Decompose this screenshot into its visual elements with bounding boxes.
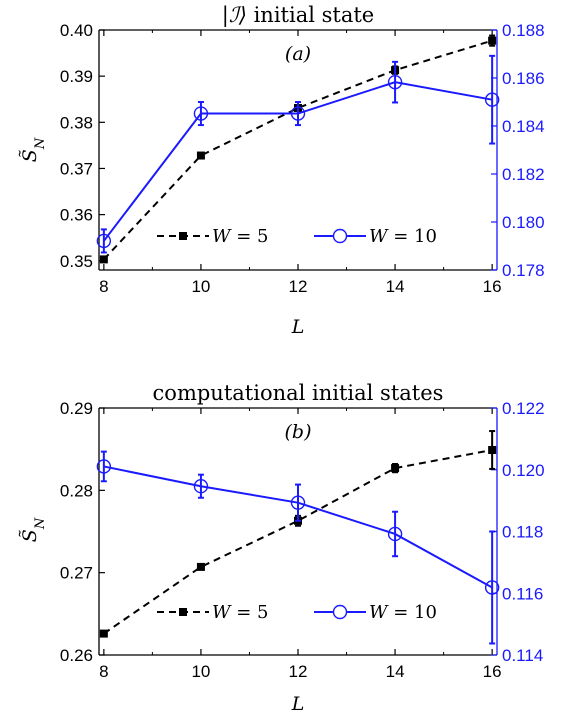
legend-var: W [369, 602, 393, 623]
right-tick-label: 0.182 [502, 165, 545, 184]
x-tick-label: 12 [289, 277, 308, 296]
series-line-1 [103, 39, 493, 261]
left-tick-label: 0.35 [60, 252, 93, 271]
legend-label-2: W = 10 [369, 602, 437, 623]
right-tick-label: 0.180 [502, 213, 545, 232]
legend-value: 10 [414, 602, 437, 623]
legend-var: W [369, 226, 393, 247]
legend-var: W [212, 226, 236, 247]
x-tick-label: 10 [191, 662, 210, 681]
x-tick-label: 14 [386, 277, 405, 296]
y-axis-label: S̃N [19, 517, 48, 542]
right-tick-label: 0.188 [502, 21, 545, 40]
data-point-square [196, 562, 205, 571]
title-ket: |ℐ⟩ [222, 3, 247, 28]
right-tick-label: 0.120 [502, 461, 545, 480]
data-point-square [99, 255, 108, 264]
title-text: computational initial states [153, 381, 444, 405]
series-line-1 [103, 449, 493, 635]
data-point-circle [387, 526, 403, 542]
y-label-main: S̃ [19, 149, 41, 162]
x-tick-label: 8 [99, 277, 108, 296]
right-tick-label: 0.186 [502, 69, 545, 88]
x-tick-label: 16 [483, 662, 502, 681]
right-tick-label: 0.118 [502, 523, 543, 542]
left-tick-label: 0.28 [60, 481, 93, 500]
title-text: initial state [247, 3, 374, 27]
x-tick-label: 14 [386, 662, 405, 681]
data-point-circle [290, 495, 306, 510]
legend-value: 5 [257, 602, 268, 623]
left-tick-label: 0.27 [60, 564, 93, 583]
x-tick-label: 12 [289, 662, 308, 681]
legend-var: W [212, 602, 236, 623]
legend-label-1: W = 5 [212, 226, 269, 247]
y-label-sub: N [33, 517, 48, 530]
legend-marker-circle [332, 228, 348, 244]
x-axis-label: L [291, 316, 305, 338]
data-point-circle [387, 74, 403, 90]
data-point-circle [193, 106, 209, 121]
right-tick-label: 0.178 [502, 261, 545, 280]
right-tick-label: 0.184 [502, 117, 545, 136]
data-point-square [391, 464, 400, 473]
data-point-circle [193, 479, 209, 494]
data-point-square [488, 36, 497, 45]
legend-eq: = [236, 602, 257, 623]
legend-eq: = [393, 602, 414, 623]
left-tick-label: 0.26 [60, 646, 93, 665]
x-tick-label: 16 [483, 277, 502, 296]
data-point-circle [96, 459, 112, 474]
left-tick-label: 0.38 [60, 113, 93, 132]
right-tick-label: 0.114 [502, 646, 543, 665]
legend-eq: = [236, 226, 257, 247]
left-tick-label: 0.36 [60, 206, 93, 225]
legend-marker-square [179, 608, 187, 616]
legend-label-2: W = 10 [369, 226, 437, 247]
chart-title: computational initial states [153, 381, 444, 405]
x-tick-label: 8 [99, 662, 108, 681]
panel-label: (b) [285, 421, 312, 443]
y-label-sub: N [33, 137, 48, 150]
left-tick-label: 0.29 [60, 399, 93, 418]
data-point-circle [484, 580, 500, 595]
data-point-square [196, 151, 205, 160]
left-tick-label: 0.39 [60, 67, 93, 86]
x-axis-label: L [291, 693, 305, 715]
chart-title: |ℐ⟩ initial state [222, 3, 374, 28]
panel-a-chart: 8 10 12 14 16 0.35 0.36 0.37 0.38 0.39 0.40 0.178 0.… [19, 3, 545, 338]
legend-value: 10 [414, 226, 437, 247]
y-label-main: S̃ [19, 529, 41, 542]
legend-marker-square [179, 232, 187, 240]
data-point-circle [484, 92, 500, 107]
left-tick-label: 0.37 [60, 159, 93, 178]
data-point-circle [290, 106, 306, 121]
data-point-square [488, 445, 497, 454]
panel-label: (a) [285, 43, 311, 65]
panel-b-chart: 8 10 12 14 16 0.26 0.27 0.28 0.29 0.114 0.116 0.118… [19, 381, 545, 715]
right-tick-label: 0.122 [502, 399, 545, 418]
data-point-square [99, 629, 108, 638]
right-tick-label: 0.116 [502, 584, 543, 603]
legend-value: 5 [257, 226, 268, 247]
legend-label-1: W = 5 [212, 602, 269, 623]
left-tick-label: 0.40 [60, 21, 93, 40]
data-point-circle [96, 233, 112, 249]
y-axis-label: S̃N [19, 137, 48, 162]
x-tick-label: 10 [191, 277, 210, 296]
legend-marker-circle [332, 604, 348, 620]
legend-eq: = [393, 226, 414, 247]
